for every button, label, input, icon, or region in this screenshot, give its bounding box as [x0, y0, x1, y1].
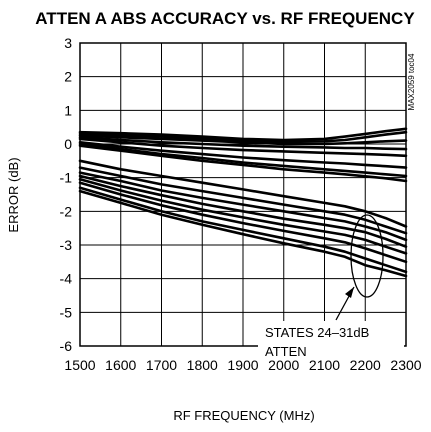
y-axis-label: ERROR (dB) [6, 157, 21, 232]
series-line [78, 130, 408, 144]
x-tick-label: 1800 [187, 357, 218, 373]
series-line [78, 136, 408, 151]
series-line [78, 166, 408, 235]
x-tick-label: 1600 [105, 357, 136, 373]
series-line [78, 142, 408, 178]
plot-frame [79, 42, 407, 347]
annotation-ellipse [350, 214, 384, 298]
y-tick-label: 3 [64, 35, 72, 51]
x-tick-label: 1900 [227, 357, 258, 373]
y-tick-label: -5 [60, 304, 73, 320]
y-tick-label: -2 [60, 203, 73, 219]
x-tick-label: 2300 [390, 357, 421, 373]
annotation-line-2: ATTEN [265, 344, 307, 359]
x-tick-labels: 1500 1600 1700 1800 1900 2000 2100 2200 2300 [64, 357, 421, 373]
x-tick-label: 2000 [268, 357, 299, 373]
y-tick-label: -1 [60, 170, 73, 186]
grid [79, 42, 407, 347]
x-tick-label: 2100 [309, 357, 340, 373]
y-tick-labels: 3 2 1 0 -1 -2 -3 -4 -5 -6 [60, 35, 73, 354]
series-line [78, 159, 408, 228]
y-tick-label: 1 [64, 102, 72, 118]
annotation-box [258, 321, 404, 359]
x-axis-label: RF FREQUENCY (MHz) [173, 408, 314, 423]
series-line [78, 127, 408, 142]
series-line [78, 181, 408, 264]
y-tick-label: -4 [60, 271, 73, 287]
series-line [78, 141, 408, 169]
data-series [78, 127, 408, 278]
series-line [78, 178, 408, 255]
annotation-arrowhead [345, 287, 354, 298]
y-tick-label: -3 [60, 237, 73, 253]
y-tick-label: 0 [64, 136, 72, 152]
series-line [78, 137, 408, 158]
series-line [78, 189, 408, 278]
series-line [78, 171, 408, 242]
series-line [78, 174, 408, 248]
annotation-line-1: STATES 24–31dB [265, 325, 369, 340]
y-tick-label: 2 [64, 69, 72, 85]
series-line [78, 134, 408, 146]
chart-id-label: MAX2059 toc04 [407, 53, 416, 110]
x-tick-label: 1500 [64, 357, 95, 373]
chart-title: ATTEN A ABS ACCURACY vs. RF FREQUENCY [35, 9, 415, 28]
x-tick-label: 1700 [146, 357, 177, 373]
x-tick-label: 2200 [350, 357, 381, 373]
y-tick-label: -6 [60, 338, 73, 354]
series-line [78, 186, 408, 274]
series-line [78, 144, 408, 183]
